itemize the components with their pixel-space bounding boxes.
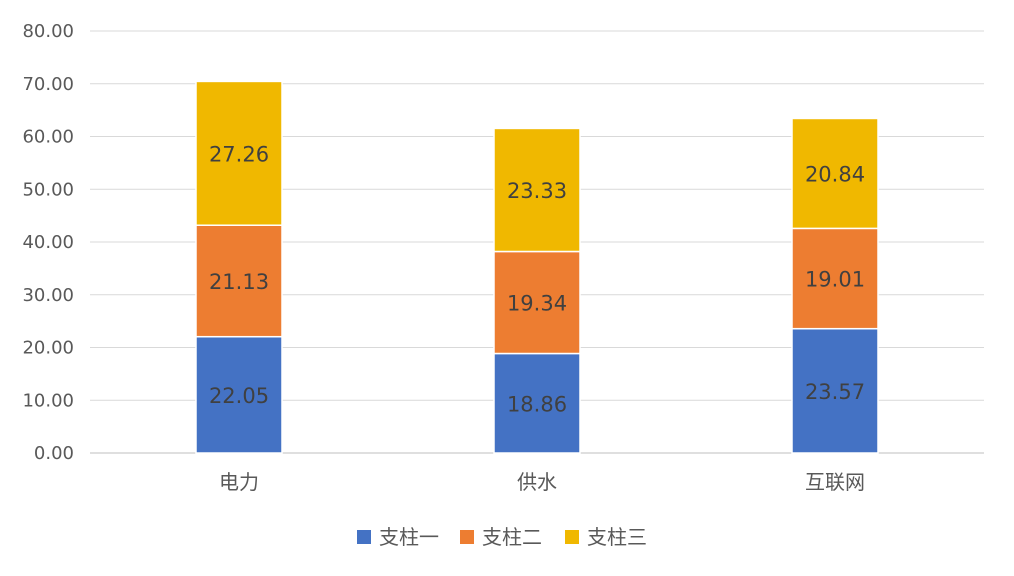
y-tick-label: 80.00 bbox=[22, 21, 74, 42]
y-tick-label: 20.00 bbox=[22, 338, 74, 359]
bar-segment bbox=[493, 352, 581, 454]
x-category-label: 供水 bbox=[517, 470, 557, 494]
legend-label: 支柱一 bbox=[379, 525, 439, 549]
data-label: 19.34 bbox=[507, 292, 567, 316]
bar-segment bbox=[791, 117, 879, 230]
bar-segment bbox=[493, 127, 581, 253]
data-label: 19.01 bbox=[805, 268, 865, 292]
y-tick-label: 50.00 bbox=[22, 179, 74, 200]
data-label: 21.13 bbox=[209, 270, 269, 294]
x-category-label: 互联网 bbox=[805, 470, 865, 494]
bar-segment bbox=[493, 250, 581, 355]
bar-segment bbox=[195, 224, 283, 338]
data-label: 22.05 bbox=[209, 384, 269, 408]
legend-label: 支柱二 bbox=[482, 525, 542, 549]
y-tick-label: 0.00 bbox=[34, 443, 74, 464]
legend-label: 支柱三 bbox=[587, 525, 647, 549]
data-label: 23.57 bbox=[805, 380, 865, 404]
x-category-label: 电力 bbox=[219, 470, 259, 494]
y-tick-label: 40.00 bbox=[22, 232, 74, 253]
bar-segment bbox=[195, 80, 283, 226]
y-tick-label: 10.00 bbox=[22, 390, 74, 411]
bar-segment bbox=[791, 227, 879, 330]
legend-swatch bbox=[357, 530, 371, 544]
bar-segment bbox=[195, 335, 283, 454]
data-label: 20.84 bbox=[805, 162, 865, 186]
legend-swatch bbox=[565, 530, 579, 544]
data-label: 18.86 bbox=[507, 392, 567, 416]
data-label: 27.26 bbox=[209, 142, 269, 166]
data-label: 23.33 bbox=[507, 179, 567, 203]
y-tick-label: 30.00 bbox=[22, 285, 74, 306]
y-tick-label: 70.00 bbox=[22, 74, 74, 95]
y-tick-label: 60.00 bbox=[22, 127, 74, 148]
legend-swatch bbox=[460, 530, 474, 544]
